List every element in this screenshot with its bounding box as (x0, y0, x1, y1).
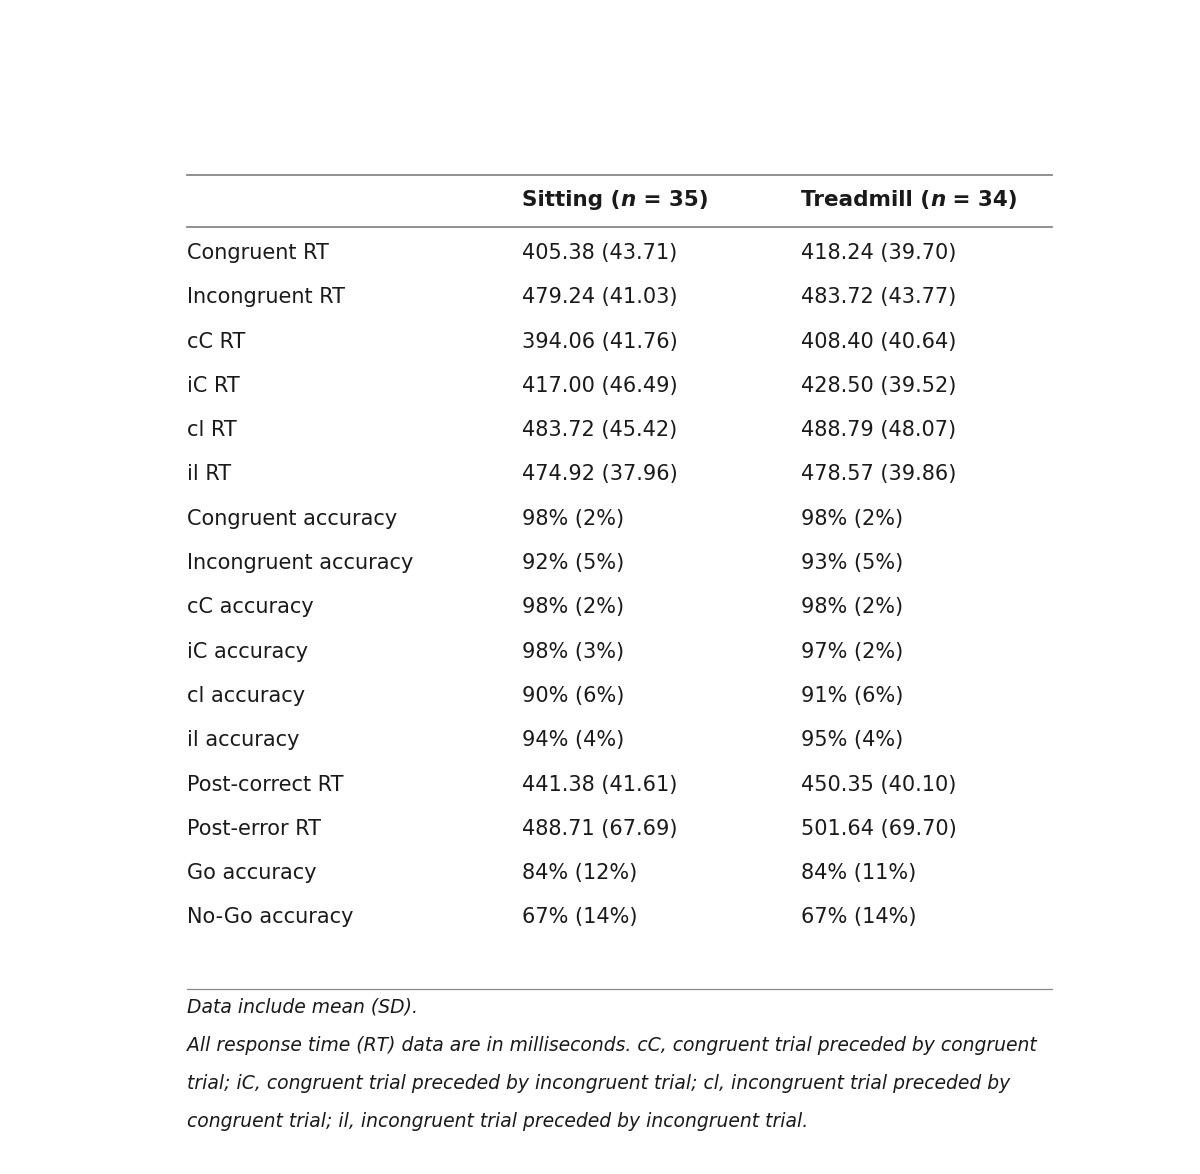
Text: 478.57 (39.86): 478.57 (39.86) (802, 465, 956, 485)
Text: Sitting (: Sitting ( (522, 190, 620, 210)
Text: Incongruent accuracy: Incongruent accuracy (187, 553, 414, 573)
Text: 417.00 (46.49): 417.00 (46.49) (522, 376, 678, 396)
Text: iC accuracy: iC accuracy (187, 642, 308, 662)
Text: Post-error RT: Post-error RT (187, 818, 322, 838)
Text: 418.24 (39.70): 418.24 (39.70) (802, 243, 956, 263)
Text: 94% (4%): 94% (4%) (522, 730, 624, 750)
Text: n: n (930, 190, 946, 210)
Text: 98% (2%): 98% (2%) (522, 508, 624, 528)
Text: cl RT: cl RT (187, 420, 236, 440)
Text: Data include mean (SD).: Data include mean (SD). (187, 998, 419, 1017)
Text: 408.40 (40.64): 408.40 (40.64) (802, 331, 956, 351)
Text: il accuracy: il accuracy (187, 730, 300, 750)
Text: congruent trial; il, incongruent trial preceded by incongruent trial.: congruent trial; il, incongruent trial p… (187, 1112, 809, 1131)
Text: 98% (3%): 98% (3%) (522, 642, 624, 662)
Text: Congruent accuracy: Congruent accuracy (187, 508, 397, 528)
Text: Post-correct RT: Post-correct RT (187, 775, 343, 795)
Text: 67% (14%): 67% (14%) (522, 908, 637, 927)
Text: No-Go accuracy: No-Go accuracy (187, 908, 354, 927)
Text: All response time (RT) data are in milliseconds. cC, congruent trial preceded by: All response time (RT) data are in milli… (187, 1035, 1037, 1054)
Text: 91% (6%): 91% (6%) (802, 686, 904, 706)
Text: = 34): = 34) (946, 190, 1018, 210)
Text: 98% (2%): 98% (2%) (802, 598, 904, 618)
Text: 90% (6%): 90% (6%) (522, 686, 624, 706)
Text: 483.72 (45.42): 483.72 (45.42) (522, 420, 677, 440)
Text: 92% (5%): 92% (5%) (522, 553, 624, 573)
Text: il RT: il RT (187, 465, 232, 485)
Text: = 35): = 35) (636, 190, 708, 210)
Text: Treadmill (: Treadmill ( (802, 190, 930, 210)
Text: 441.38 (41.61): 441.38 (41.61) (522, 775, 677, 795)
Text: cl accuracy: cl accuracy (187, 686, 305, 706)
Text: Incongruent RT: Incongruent RT (187, 288, 346, 308)
Text: 95% (4%): 95% (4%) (802, 730, 904, 750)
Text: iC RT: iC RT (187, 376, 240, 396)
Text: 488.79 (48.07): 488.79 (48.07) (802, 420, 956, 440)
Text: 501.64 (69.70): 501.64 (69.70) (802, 818, 956, 838)
Text: 98% (2%): 98% (2%) (522, 598, 624, 618)
Text: 488.71 (67.69): 488.71 (67.69) (522, 818, 678, 838)
Text: 67% (14%): 67% (14%) (802, 908, 917, 927)
Text: Go accuracy: Go accuracy (187, 863, 317, 883)
Text: 98% (2%): 98% (2%) (802, 508, 904, 528)
Text: 394.06 (41.76): 394.06 (41.76) (522, 331, 678, 351)
Text: trial; iC, congruent trial preceded by incongruent trial; cl, incongruent trial : trial; iC, congruent trial preceded by i… (187, 1074, 1010, 1093)
Text: 428.50 (39.52): 428.50 (39.52) (802, 376, 956, 396)
Text: 97% (2%): 97% (2%) (802, 642, 904, 662)
Text: 84% (12%): 84% (12%) (522, 863, 637, 883)
Text: cC RT: cC RT (187, 331, 246, 351)
Text: cC accuracy: cC accuracy (187, 598, 314, 618)
Text: Congruent RT: Congruent RT (187, 243, 329, 263)
Text: 405.38 (43.71): 405.38 (43.71) (522, 243, 677, 263)
Text: 84% (11%): 84% (11%) (802, 863, 917, 883)
Text: 450.35 (40.10): 450.35 (40.10) (802, 775, 956, 795)
Text: n: n (620, 190, 636, 210)
Text: 479.24 (41.03): 479.24 (41.03) (522, 288, 678, 308)
Text: 483.72 (43.77): 483.72 (43.77) (802, 288, 956, 308)
Text: 93% (5%): 93% (5%) (802, 553, 904, 573)
Text: 474.92 (37.96): 474.92 (37.96) (522, 465, 678, 485)
